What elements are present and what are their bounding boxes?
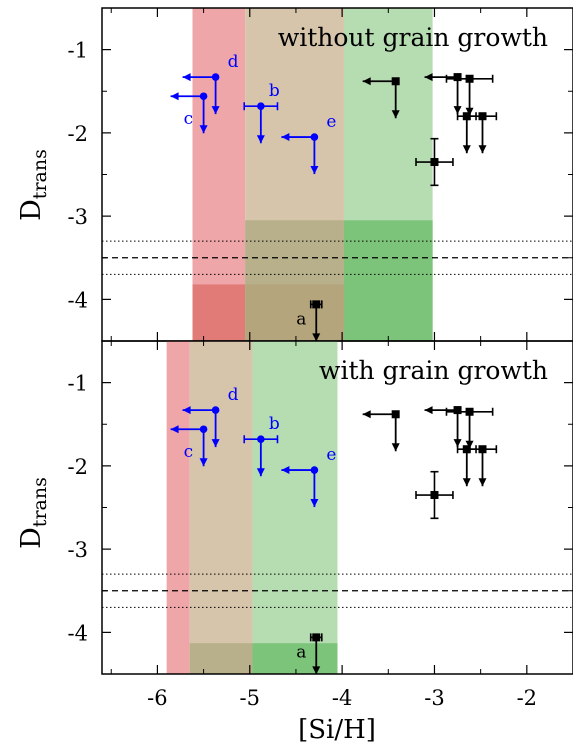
upper-limit-arrow-head xyxy=(465,107,474,116)
x-tick-label: -5 xyxy=(240,686,260,710)
y-axis-label-sub: trans xyxy=(29,149,51,199)
y-axis-label-sub: trans xyxy=(29,477,51,527)
upper-limit-arrow-head xyxy=(453,439,462,448)
data-point-blue xyxy=(211,406,220,414)
data-point-black xyxy=(391,77,400,86)
y-axis-label-main: D xyxy=(16,199,47,221)
shaded-band-lower xyxy=(343,220,433,341)
panel-with-grain-growth: d c b e a -1 -2 -3 -4 -6 -5 -4 -3 -2 xyxy=(68,340,573,710)
y-axis-label-bottom: Dtrans xyxy=(16,477,51,549)
upper-limit-arrow-head xyxy=(281,133,290,142)
upper-limit-arrow-head xyxy=(462,478,471,487)
data-point-black xyxy=(462,112,471,121)
data-point-blue xyxy=(310,133,319,141)
upper-limit-arrow-head xyxy=(211,439,220,448)
shaded-band xyxy=(166,341,190,674)
point-label-c: c xyxy=(184,442,194,462)
data-point-black xyxy=(462,445,471,454)
upper-limit-arrow-head xyxy=(310,499,319,508)
panel-title-without-grain-growth: without grain growth xyxy=(278,23,548,52)
point-label-e: e xyxy=(326,112,336,132)
y-tick-label: -4 xyxy=(68,621,88,645)
shaded-band-lower xyxy=(192,284,246,341)
upper-limit-arrow-head xyxy=(478,145,487,154)
point-label-b: b xyxy=(269,414,280,434)
shaded-band xyxy=(252,341,338,674)
upper-limit-arrow-head xyxy=(453,106,462,115)
x-tick-label: -6 xyxy=(147,686,167,710)
y-tick-label: -4 xyxy=(68,288,88,312)
data-point-black xyxy=(430,158,439,167)
shaded-band xyxy=(189,341,253,674)
upper-limit-arrow-head xyxy=(424,406,433,415)
data-point-black xyxy=(465,407,474,416)
upper-limit-arrow-head xyxy=(310,166,319,175)
y-axis-label-main: D xyxy=(16,527,47,549)
data-point-black xyxy=(453,406,462,415)
upper-limit-arrow-head xyxy=(478,478,487,487)
upper-limit-arrow-head xyxy=(199,458,208,467)
upper-limit-arrow-head xyxy=(182,73,191,82)
upper-limit-arrow-head xyxy=(391,443,400,452)
y-tick-label: -3 xyxy=(68,205,88,229)
data-point-black xyxy=(312,633,321,642)
data-point-blue xyxy=(211,73,220,81)
point-label-e: e xyxy=(326,445,336,465)
upper-limit-arrow-head xyxy=(199,125,208,134)
upper-limit-arrow-head xyxy=(391,110,400,119)
point-label-a: a xyxy=(296,642,306,662)
plot-area xyxy=(102,341,573,674)
point-label-a: a xyxy=(296,309,306,329)
data-point-blue xyxy=(257,435,265,444)
point-label-b: b xyxy=(269,81,280,101)
x-axis-label: [Si/H] xyxy=(298,715,376,745)
y-tick-label: -1 xyxy=(68,39,88,63)
plot-area xyxy=(102,8,573,341)
shaded-band-lower xyxy=(252,643,338,674)
upper-limit-arrow-head xyxy=(211,106,220,115)
point-label-d: d xyxy=(228,385,239,405)
point-label-c: c xyxy=(184,109,194,129)
y-tick-label: -1 xyxy=(68,372,88,396)
data-point-black xyxy=(312,300,321,309)
panel-without-grain-growth: d c b e a -1 -2 -3 -4 xyxy=(68,7,573,342)
y-tick-label: -3 xyxy=(68,538,88,562)
data-point-black xyxy=(430,491,439,500)
shaded-band-lower xyxy=(245,284,344,341)
upper-limit-arrow-head xyxy=(256,135,265,144)
data-point-blue xyxy=(310,466,319,474)
upper-limit-arrow-head xyxy=(312,333,321,341)
data-point-black xyxy=(465,74,474,83)
upper-limit-arrow-head xyxy=(170,425,179,434)
upper-limit-arrow-head xyxy=(362,410,371,419)
upper-limit-arrow-head xyxy=(362,77,371,86)
upper-limit-arrow-head xyxy=(424,73,433,82)
point-label-d: d xyxy=(228,52,239,72)
y-axis-label-top: Dtrans xyxy=(16,149,51,221)
data-point-black xyxy=(478,112,487,121)
upper-limit-arrow-head xyxy=(281,466,290,475)
data-point-blue xyxy=(199,92,208,101)
upper-limit-arrow-head xyxy=(462,145,471,154)
data-point-black xyxy=(478,445,487,454)
data-point-black xyxy=(391,410,400,419)
shaded-band-lower xyxy=(189,643,253,674)
upper-limit-arrow-head xyxy=(312,666,321,674)
data-point-blue xyxy=(199,425,208,434)
x-tick-label: -2 xyxy=(517,686,537,710)
data-point-black xyxy=(453,73,462,82)
upper-limit-arrow-head xyxy=(182,406,191,415)
upper-limit-arrow-head xyxy=(170,92,179,101)
data-point-blue xyxy=(257,102,265,111)
x-tick-label: -4 xyxy=(332,686,352,710)
panel-title-with-grain-growth: with grain growth xyxy=(319,356,548,385)
y-tick-label: -2 xyxy=(68,122,88,146)
upper-limit-arrow-head xyxy=(465,440,474,449)
y-tick-label: -2 xyxy=(68,455,88,479)
upper-limit-arrow-head xyxy=(256,468,265,477)
x-tick-label: -3 xyxy=(424,686,444,710)
